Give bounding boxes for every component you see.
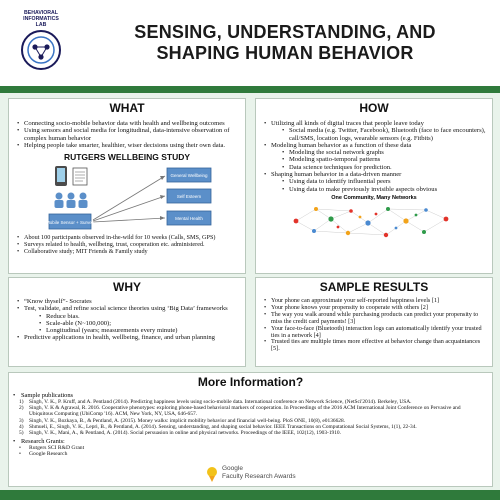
logo-line-3: LAB [35, 22, 47, 28]
lab-logo: BEHAVIORAL INFORMATICS LAB [10, 8, 72, 78]
how-bullets: Utilizing all kinds of digital traces th… [263, 120, 486, 193]
what-bullet: Helping people take smarter, healthier, … [16, 142, 239, 150]
how-sub-bullet: Social media (e.g. Twitter, Facebook), B… [281, 127, 486, 142]
network-title: One Community, Many Networks [331, 194, 417, 201]
how-bullet-text: Shaping human behavior in a data-driven … [271, 171, 402, 179]
google-award-badge: Google Faculty Research Awards [205, 465, 325, 483]
why-bullet: Test, validate, and refine social scienc… [16, 305, 239, 334]
poster-title: SENSING, UNDERSTANDING, AND SHAPING HUMA… [80, 22, 490, 64]
how-bullet-text: Modeling human behavior as a function of… [271, 141, 412, 149]
how-sub-bullet: Using data to make previously invisible … [281, 186, 486, 194]
logo-emblem-icon [21, 30, 61, 70]
how-bullet: Utilizing all kinds of digital traces th… [263, 120, 486, 142]
what-bullet: Surveys related to health, wellbeing, tr… [16, 241, 239, 248]
why-sub-bullet: Scale-able (N~100,000); [38, 320, 239, 328]
grant-item: • Rutgers SCI R&D Grant [19, 445, 85, 452]
how-sub-bullet: Modeling spatio-temporal patterns [281, 156, 486, 164]
header: BEHAVIORAL INFORMATICS LAB SENSING, UNDE… [0, 0, 500, 86]
phone-icon [55, 166, 67, 187]
grants-label-text: Research Grants: [21, 438, 65, 446]
why-bullets: “Know thyself”- Socrates Test, validate,… [16, 298, 239, 342]
what-bullet: About 100 participants observed in-the-w… [16, 234, 239, 241]
people-icon [54, 192, 88, 209]
study-box-label: Self Esteem [177, 194, 202, 199]
result-bullet: Trusted ties are multiple times more eff… [263, 339, 486, 353]
google-award-icon [207, 467, 217, 482]
header-band [0, 86, 500, 93]
more-info-heading: More Information? [197, 375, 304, 389]
how-bullet: Modeling human behavior as a function of… [263, 142, 486, 171]
publication-item: 1) Singh, V. K., P. Kruff, and A. Pentlan… [19, 399, 412, 405]
how-heading: HOW [359, 101, 389, 115]
publications-list: 1) Singh, V. K., P. Kruff, and A. Pentlan… [13, 399, 484, 436]
what-bullet: Collaborative study; MIT Friends & Famil… [16, 248, 239, 255]
result-bullet: Your phone knows your propensity to coop… [263, 304, 486, 312]
grants-label: • Research Grants: [13, 438, 65, 446]
google-award-label: Faculty Research Awards [222, 473, 296, 480]
results-panel: SAMPLE RESULTS Your phone can approximat… [255, 277, 493, 367]
title-line-2: SHAPING HUMAN BEHAVIOR [156, 43, 414, 63]
google-label: Google [222, 465, 243, 472]
result-bullet: Your phone can approximate your self-rep… [263, 297, 486, 305]
why-bullet: “Know thyself”- Socrates [16, 298, 239, 306]
grants-list: • Rutgers SCI R&D Grant • Google Research [13, 445, 492, 457]
publication-item: 5) Singh, V. K., Mani, A., & Pentland, A.… [19, 430, 341, 437]
what-bullets-2: About 100 participants observed in-the-w… [16, 234, 239, 255]
why-heading: WHY [113, 280, 141, 294]
results-bullets: Your phone can approximate your self-rep… [263, 297, 486, 353]
how-panel: HOW Utilizing all kinds of digital trace… [255, 98, 493, 274]
how-sub-bullet: Using data to identify influential peers [281, 178, 486, 186]
study-title: RUTGERS WELLBEING STUDY [63, 152, 191, 163]
study-box-label: General Wellbeing [171, 173, 208, 178]
result-bullet: The way you walk around while purchasing… [263, 311, 486, 326]
mobile-sensor-label: Mobile Sensor + Survey [46, 220, 95, 225]
result-bullet: Your face-to-face (Bluetooth) interactio… [263, 325, 486, 340]
logo-text: BEHAVIORAL INFORMATICS LAB [10, 10, 72, 28]
what-panel: WHAT Connecting socio-mobile behavior da… [8, 98, 246, 274]
why-sub-bullet: Longitudinal (years; measurements every … [38, 327, 239, 335]
network-graphs-image [293, 206, 449, 238]
how-bullet-text: Utilizing all kinds of digital traces th… [271, 120, 424, 127]
publications-label: • Sample publications [13, 392, 74, 399]
why-bullet: Predictive applications in health, wellb… [16, 334, 239, 342]
publication-item: 3) Singh, V. K., Bozkaya, B., & Pentland,… [19, 417, 346, 424]
logo-line-2: INFORMATICS [23, 16, 59, 22]
wellbeing-study-diagram: Mobile Sensor + Survey General Wellbeing… [46, 166, 212, 230]
how-sub-bullet: Data science techniques for prediction. [281, 164, 486, 172]
what-bullets: Connecting socio-mobile behavior data wi… [16, 120, 239, 149]
study-box-label: Mental Health [175, 216, 203, 221]
what-bullet: Using sensors and social media for longi… [16, 127, 239, 142]
how-sub-bullet: Modeling the social network graphs [281, 149, 486, 157]
publications-label-text: Sample publications [21, 392, 74, 399]
publication-item: 2) Singh, V. K & Agrawal, R. 2016. Cooper… [19, 405, 461, 418]
logo-line-1: BEHAVIORAL [24, 10, 58, 16]
footer-band [0, 490, 500, 500]
more-info-panel: More Information? • Sample publications … [8, 372, 493, 487]
publication-item: 4) Shmueli, E., Singh, V. K., Lepri, B., … [19, 423, 417, 430]
what-heading: WHAT [109, 101, 145, 115]
why-sub-bullet: Reduce bias. [38, 313, 239, 321]
why-panel: WHY “Know thyself”- Socrates Test, valid… [8, 277, 246, 367]
title-line-1: SENSING, UNDERSTANDING, AND [134, 22, 436, 42]
how-bullet: Shaping human behavior in a data-driven … [263, 171, 486, 193]
grant-item: • Google Research [19, 451, 68, 458]
results-heading: SAMPLE RESULTS [319, 280, 429, 294]
what-bullet: Connecting socio-mobile behavior data wi… [16, 120, 239, 128]
why-bullet-text: Test, validate, and refine social scienc… [24, 305, 228, 313]
document-icon [72, 167, 88, 186]
